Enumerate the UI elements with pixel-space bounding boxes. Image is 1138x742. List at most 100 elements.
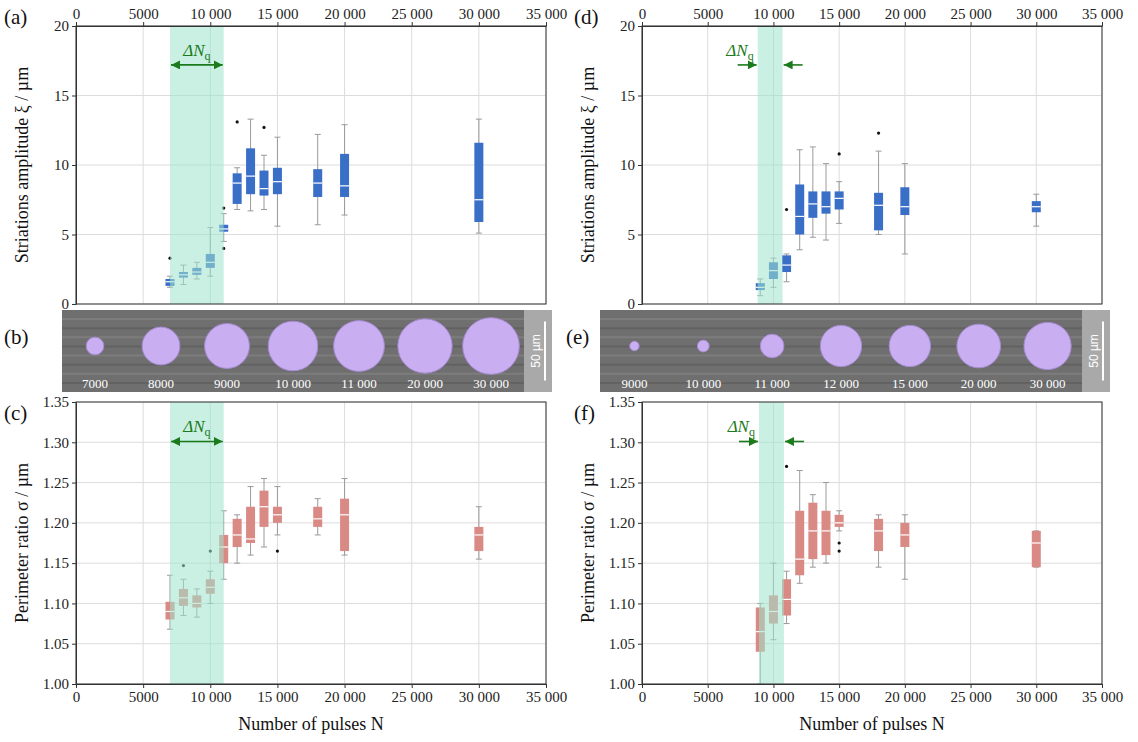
box xyxy=(795,470,804,583)
whisker-cap xyxy=(876,151,882,152)
whisker-cap xyxy=(823,563,829,564)
tick: 5000 xyxy=(129,684,159,705)
box xyxy=(340,125,349,215)
tick-mark xyxy=(773,684,774,688)
tick-label: 1.30 xyxy=(609,435,635,451)
whisker-cap xyxy=(315,534,321,535)
tick-mark xyxy=(546,684,547,688)
axis-line xyxy=(76,27,77,305)
band-arrow xyxy=(171,441,223,443)
tick-label: 1.05 xyxy=(609,636,635,652)
tick: 20 000 xyxy=(324,6,365,26)
hole xyxy=(268,321,318,371)
band xyxy=(170,402,224,684)
tick-mark xyxy=(839,684,840,688)
whisker-cap xyxy=(784,253,790,254)
hole-label: 30 000 xyxy=(473,376,509,391)
tick-mark xyxy=(72,603,76,604)
tick-label: 1.15 xyxy=(609,555,635,571)
tick: 5000 xyxy=(693,6,723,26)
panel xyxy=(76,26,546,304)
box-body xyxy=(260,171,269,196)
whisker-cap xyxy=(836,530,842,531)
tick-mark xyxy=(638,235,642,236)
median xyxy=(808,203,817,204)
hole-label: 8000 xyxy=(148,376,174,391)
tick-mark xyxy=(412,684,413,688)
axis: 05101520 xyxy=(54,18,77,312)
plot-frame xyxy=(76,26,546,304)
axis: 05101520 xyxy=(620,18,643,312)
whisker-cap xyxy=(476,559,482,560)
band-annotation: ΔNq xyxy=(727,417,804,441)
tick-label: 15 000 xyxy=(819,6,860,22)
tick-label: 1.30 xyxy=(43,435,69,451)
tick-mark xyxy=(638,684,642,685)
tick-label: 30 000 xyxy=(1016,6,1057,22)
tick-label: 1.35 xyxy=(43,394,69,410)
tick-mark xyxy=(642,684,643,688)
whisker-cap xyxy=(248,119,254,120)
tick-mark xyxy=(72,165,76,166)
box-body xyxy=(313,507,322,527)
grid-line xyxy=(970,402,971,684)
strip-background xyxy=(62,310,552,392)
panel-label: (c) xyxy=(4,401,27,425)
hole-label: 11 000 xyxy=(341,376,376,391)
tick-label: 1.25 xyxy=(43,475,69,491)
band-label: ΔNq xyxy=(727,417,755,439)
tick-label: 1.25 xyxy=(609,475,635,491)
box xyxy=(900,515,909,579)
median xyxy=(273,514,282,515)
plot-area xyxy=(642,26,1102,304)
band-label-main: ΔN xyxy=(727,417,751,436)
tick: 1.30 xyxy=(609,435,642,451)
marks xyxy=(756,402,1041,684)
tick: 15 000 xyxy=(257,6,298,26)
axis: 1.001.051.101.151.201.251.301.35 xyxy=(609,394,643,692)
tick-mark xyxy=(1102,22,1103,26)
plot-frame xyxy=(642,402,1102,684)
tick: 1.35 xyxy=(43,394,76,410)
marks xyxy=(166,402,484,684)
axis-line xyxy=(77,26,547,27)
y-axis-title: Perimeter ratio σ / µm xyxy=(578,463,598,623)
hole-label: 12 000 xyxy=(823,376,859,391)
whisker-cap xyxy=(902,514,908,515)
axis: 0500010 00015 00020 00025 00030 00035 00… xyxy=(639,6,1123,27)
tick-label: 10 xyxy=(54,157,69,173)
grid-line xyxy=(76,603,546,604)
median xyxy=(822,206,831,207)
box xyxy=(233,120,242,209)
tick: 10 000 xyxy=(753,6,794,26)
tick: 1.35 xyxy=(609,394,642,410)
box-body xyxy=(273,168,282,194)
median xyxy=(808,530,817,531)
tick-label: 1.10 xyxy=(609,596,635,612)
tick: 15 xyxy=(620,88,642,104)
image-strip: 50 µm70008000900010 00011 00020 00030 00… xyxy=(62,310,552,392)
tick: 1.10 xyxy=(609,596,642,612)
box xyxy=(246,487,255,555)
tick: 10 xyxy=(54,157,76,173)
tick: 25 000 xyxy=(392,684,433,705)
whisker-cap xyxy=(784,623,790,624)
tick: 10 000 xyxy=(190,684,231,705)
box xyxy=(340,479,349,556)
panel xyxy=(642,26,1102,304)
whisker-cap xyxy=(342,555,348,556)
outlier xyxy=(276,549,279,552)
whisker-cap xyxy=(810,146,816,147)
band-arrow xyxy=(171,64,223,66)
tick-label: 20 000 xyxy=(324,689,365,705)
tick-mark xyxy=(839,22,840,26)
tick: 1.05 xyxy=(43,636,76,652)
whisker-cap xyxy=(823,163,829,164)
tick: 10 000 xyxy=(190,6,231,26)
whisker-cap xyxy=(274,137,280,138)
tick-label: 10 000 xyxy=(753,6,794,22)
grid-line xyxy=(642,234,1102,235)
grid xyxy=(642,402,1102,684)
box xyxy=(260,126,269,210)
box xyxy=(900,164,909,254)
